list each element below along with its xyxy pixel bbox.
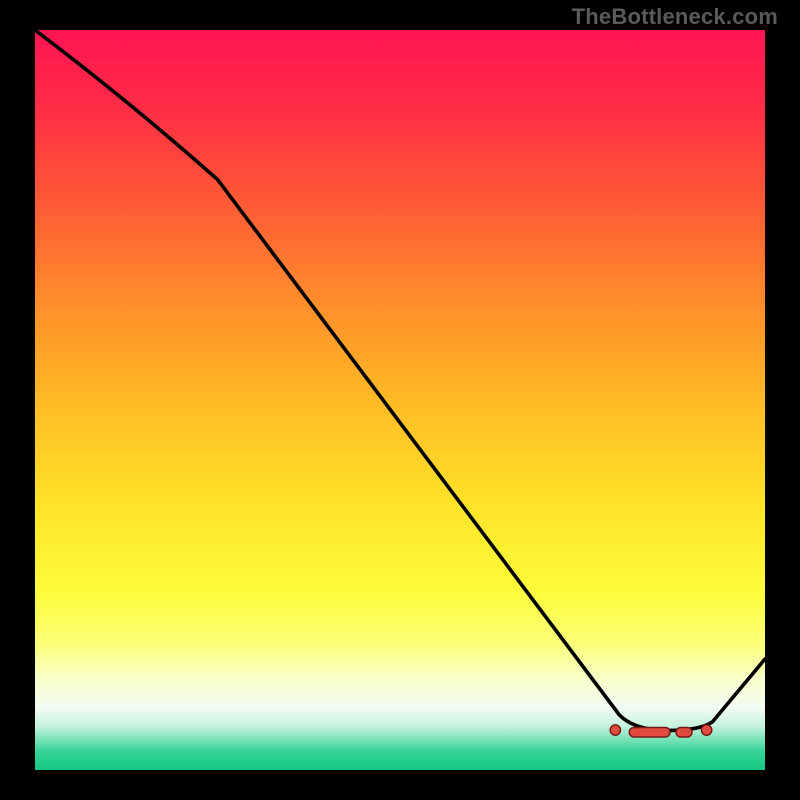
- chart-gradient-background: [35, 30, 765, 770]
- chart-marker: [701, 725, 711, 735]
- chart-root: TheBottleneck.com: [0, 0, 800, 800]
- chart-svg: [0, 0, 800, 800]
- chart-marker: [629, 728, 670, 738]
- chart-marker: [610, 725, 620, 735]
- watermark-text: TheBottleneck.com: [572, 4, 778, 30]
- chart-marker: [676, 728, 692, 738]
